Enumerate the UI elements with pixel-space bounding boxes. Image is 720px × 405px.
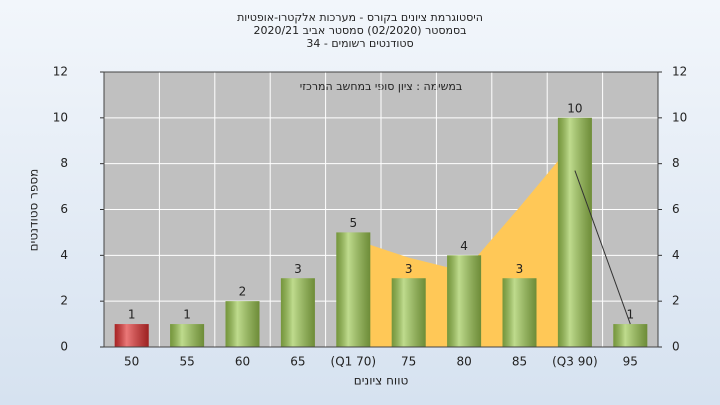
x-tick-label: 75 (401, 355, 416, 369)
y2-tick-label: 10 (672, 110, 687, 124)
x-tick-label: 55 (179, 355, 194, 369)
subtitle: סטודנטים רשומים - 34 (306, 37, 413, 50)
chart-title: היסטוגרמת ציונים בקורס - מערכות אלקטרו-א… (237, 11, 483, 24)
data-label: 1 (128, 308, 136, 322)
bar-shade (502, 278, 537, 347)
y2-tick-label: 0 (672, 340, 680, 354)
data-label: 4 (460, 239, 468, 253)
y2-tick-label: 6 (672, 202, 680, 216)
y-tick-label: 8 (60, 156, 68, 170)
x-tick-label: (Q3 90) (552, 355, 598, 369)
y-tick-label: 4 (60, 248, 68, 262)
y-tick-label: 12 (53, 65, 68, 79)
data-label: 3 (294, 262, 302, 276)
bar-shade (613, 324, 648, 347)
bar-shade (557, 117, 592, 347)
y-tick-label: 2 (60, 294, 68, 308)
x-tick-label: 60 (235, 355, 250, 369)
bar-shade (280, 278, 315, 347)
y-tick-label: 10 (53, 110, 68, 124)
x-tick-label: 65 (290, 355, 305, 369)
y2-tick-label: 4 (672, 248, 680, 262)
x-tick-label: 50 (124, 355, 139, 369)
x-tick-label: 80 (456, 355, 471, 369)
x-tick-label: 85 (512, 355, 527, 369)
whisker (574, 170, 631, 325)
bar-shade (447, 255, 482, 347)
data-label: 10 (567, 101, 582, 115)
data-label: 1 (626, 308, 634, 322)
data-label: 5 (349, 216, 357, 230)
y-tick-label: 6 (60, 202, 68, 216)
x-axis-label: טווח ציונים (354, 374, 409, 388)
bar-shade (170, 324, 205, 347)
y2-tick-label: 2 (672, 294, 680, 308)
y2-tick-label: 8 (672, 156, 680, 170)
data-label: 3 (405, 262, 413, 276)
x-tick-label: 95 (623, 355, 638, 369)
y-axis-label: מספר סטודנטים (27, 169, 41, 252)
x-tick-label: (Q1 70) (331, 355, 377, 369)
data-label: 1 (183, 308, 191, 322)
y2-tick-label: 12 (672, 65, 687, 79)
subtitle: בסמסטר (02/2020) סמסטר אביב 2020/21 (253, 24, 466, 37)
data-label: 3 (516, 262, 524, 276)
bar-shade (391, 278, 426, 347)
bar-shade (114, 324, 149, 347)
plot-border (103, 71, 659, 348)
y-tick-label: 0 (60, 340, 68, 354)
data-label: 2 (239, 285, 247, 299)
bar-shade (225, 301, 260, 347)
bar-shade (336, 232, 371, 347)
